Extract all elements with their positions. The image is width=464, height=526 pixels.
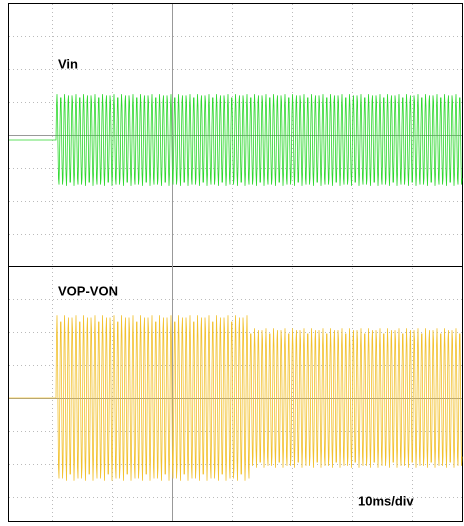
screen-frame [8, 3, 463, 522]
vop-von-trace [9, 315, 463, 481]
trace-label: VOP-VON [58, 283, 118, 298]
vin-trace [9, 94, 463, 186]
waveforms [9, 94, 463, 481]
timebase-label: 10ms/div [358, 493, 414, 508]
trace-label: Vin [58, 56, 78, 71]
